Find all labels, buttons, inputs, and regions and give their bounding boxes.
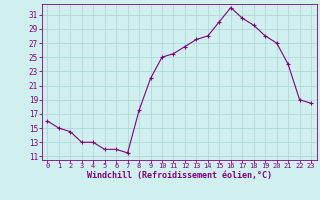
X-axis label: Windchill (Refroidissement éolien,°C): Windchill (Refroidissement éolien,°C) <box>87 171 272 180</box>
